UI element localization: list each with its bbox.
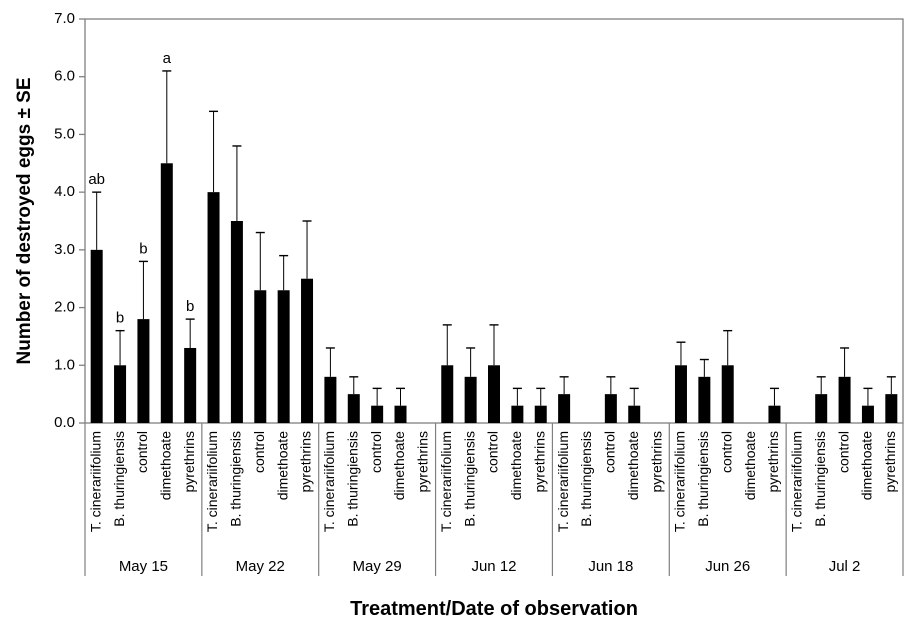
y-tick-label: 2.0	[54, 299, 75, 316]
significance-letter: b	[186, 298, 194, 315]
significance-letter: ab	[88, 171, 105, 188]
bar	[698, 376, 711, 423]
treatment-tick-label: control	[368, 431, 384, 473]
treatment-tick-label: pyrethrins	[298, 431, 314, 492]
bar	[324, 376, 337, 423]
significance-letter: b	[139, 240, 147, 257]
bar	[558, 394, 571, 423]
treatment-tick-label: B. thuringiensis	[695, 431, 711, 527]
treatment-tick-label: pyrethrins	[415, 431, 431, 492]
bar	[394, 405, 407, 423]
bar	[301, 278, 314, 423]
bar	[160, 163, 173, 424]
bar	[230, 221, 243, 423]
bar	[534, 405, 547, 423]
bar	[815, 394, 828, 423]
treatment-tick-label: control	[251, 431, 267, 473]
date-group-label: May 29	[353, 558, 402, 575]
y-tick-label: 4.0	[54, 183, 75, 200]
bar	[184, 347, 197, 423]
bar	[137, 319, 150, 423]
date-group-label: Jun 18	[588, 558, 633, 575]
date-group-label: May 22	[236, 558, 285, 575]
bar	[277, 290, 290, 423]
treatment-tick-label: dimethoate	[158, 431, 174, 500]
treatment-tick-label: dimethoate	[625, 431, 641, 500]
bar	[371, 405, 384, 423]
bar	[114, 365, 127, 423]
treatment-tick-label: control	[602, 431, 618, 473]
treatment-tick-label: B. thuringiensis	[344, 431, 360, 527]
treatment-tick-label: control	[718, 431, 734, 473]
treatment-tick-label: control	[134, 431, 150, 473]
date-group-label: Jun 26	[705, 558, 750, 575]
treatment-tick-label: B. thuringiensis	[111, 431, 127, 527]
treatment-tick-label: T. cinerariifolium	[204, 431, 220, 532]
bar	[511, 405, 524, 423]
treatment-tick-label: pyrethrins	[648, 431, 664, 492]
treatment-tick-label: dimethoate	[859, 431, 875, 500]
date-group-label: May 15	[119, 558, 168, 575]
treatment-tick-label: dimethoate	[508, 431, 524, 500]
bar	[628, 405, 641, 423]
treatment-tick-label: B. thuringiensis	[228, 431, 244, 527]
treatment-tick-label: T. cinerariifolium	[321, 431, 337, 532]
bar	[464, 376, 477, 423]
treatment-tick-label: T. cinerariifolium	[789, 431, 805, 532]
bar	[441, 365, 454, 423]
treatment-tick-label: B. thuringiensis	[578, 431, 594, 527]
bar	[721, 365, 734, 423]
y-tick-label: 0.0	[54, 414, 75, 431]
treatment-tick-label: T. cinerariifolium	[438, 431, 454, 532]
y-tick-label: 7.0	[54, 10, 75, 27]
date-group-label: Jul 2	[829, 558, 861, 575]
y-tick-label: 6.0	[54, 68, 75, 85]
treatment-tick-label: dimethoate	[391, 431, 407, 500]
treatment-tick-label: control	[835, 431, 851, 473]
treatment-tick-label: dimethoate	[274, 431, 290, 500]
y-tick-label: 5.0	[54, 125, 75, 142]
bar	[207, 192, 220, 423]
treatment-tick-label: B. thuringiensis	[812, 431, 828, 527]
bar	[838, 376, 851, 423]
treatment-tick-label: T. cinerariifolium	[87, 431, 103, 532]
significance-letter: a	[163, 50, 172, 67]
y-axis-title: Number of destroyed eggs ± SE	[14, 77, 35, 365]
treatment-tick-label: B. thuringiensis	[461, 431, 477, 527]
significance-letter: b	[116, 310, 124, 327]
treatment-tick-label: pyrethrins	[765, 431, 781, 492]
bar	[254, 290, 267, 423]
treatment-tick-label: control	[485, 431, 501, 473]
date-group-label: Jun 12	[471, 558, 516, 575]
bar	[674, 365, 687, 423]
treatment-tick-label: T. cinerariifolium	[555, 431, 571, 532]
treatment-tick-label: T. cinerariifolium	[672, 431, 688, 532]
bar	[604, 394, 617, 423]
x-axis-title: Treatment/Date of observation	[350, 598, 638, 620]
treatment-tick-label: dimethoate	[742, 431, 758, 500]
treatment-tick-label: pyrethrins	[181, 431, 197, 492]
bar	[768, 405, 781, 423]
bar	[885, 394, 898, 423]
y-tick-label: 3.0	[54, 241, 75, 258]
bar	[347, 394, 360, 423]
bar	[90, 249, 103, 423]
bar	[861, 405, 874, 423]
treatment-tick-label: pyrethrins	[531, 431, 547, 492]
y-tick-label: 1.0	[54, 356, 75, 373]
bar	[488, 365, 500, 423]
treatment-tick-label: pyrethrins	[882, 431, 898, 492]
